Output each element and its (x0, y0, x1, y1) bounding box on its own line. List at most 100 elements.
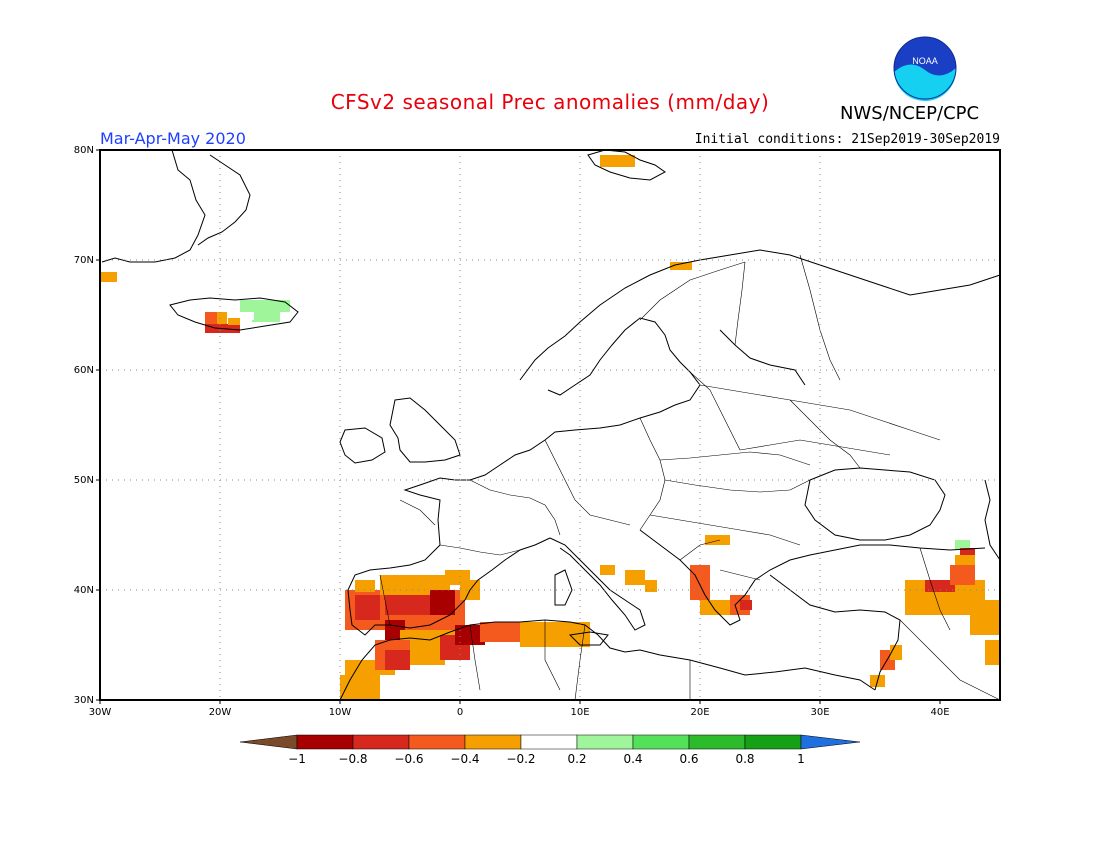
colorbar-segment (632, 734, 690, 750)
caspian-coast (984, 479, 1001, 561)
anomaly-cell (355, 595, 380, 620)
colorbar-label: 1 (797, 752, 805, 766)
anomaly-cell (415, 425, 460, 450)
colorbar-label: −0.6 (394, 752, 423, 766)
anomaly-cell (658, 313, 678, 323)
ireland-coast (339, 427, 386, 464)
lat-tick-label: 80N (74, 145, 94, 156)
anomaly-cell (355, 580, 375, 592)
anomaly-cell (400, 630, 460, 640)
iceland-coast (169, 297, 299, 331)
anomaly-cell (955, 540, 970, 550)
sardinia-coast (554, 569, 573, 606)
colorbar-label: −0.4 (450, 752, 479, 766)
anomaly-cell (993, 437, 1000, 449)
anomaly-cell (535, 400, 555, 418)
colorbar: −1 −0.8 −0.6 −0.4 −0.2 0.2 0.4 0.6 0.8 1 (239, 734, 861, 766)
noaa-logo: NOAA (893, 36, 957, 102)
anomaly-cell (985, 640, 1000, 665)
britain-coast (389, 397, 461, 463)
lon-tick-label: 20E (690, 707, 709, 718)
lon-tick-label: 30W (89, 707, 112, 718)
colorbar-label: 0.8 (735, 752, 754, 766)
anomaly-cells (100, 155, 1000, 700)
anomaly-cell (600, 155, 635, 167)
anomaly-cell (455, 625, 485, 645)
anomaly-cell (100, 272, 117, 282)
lon-tick-label: 40E (930, 707, 949, 718)
lat-tick-label: 40N (74, 585, 94, 596)
colorbar-segment (464, 734, 522, 750)
anomaly-cell (240, 300, 290, 312)
lat-tick-label: 70N (74, 255, 94, 266)
noaa-logo-text: NOAA (912, 56, 938, 66)
lat-tick-label: 30N (74, 695, 94, 706)
anomaly-cell (740, 600, 752, 610)
lon-tick-label: 0 (457, 707, 463, 718)
coastlines (101, 149, 1001, 701)
initial-conditions-label: Initial conditions: 21Sep2019-30Sep2019 (694, 132, 1000, 147)
anomaly-cell (705, 535, 730, 545)
colorbar-segment (352, 734, 410, 750)
anomaly-cell (405, 490, 540, 550)
national-borders (379, 254, 1001, 701)
sicily-coast (568, 631, 609, 646)
colorbar-label: −0.2 (506, 752, 535, 766)
lon-tick-label: 10W (329, 707, 352, 718)
map-title: CFSv2 seasonal Prec anomalies (mm/day) (330, 90, 770, 114)
agency-label: NWS/NCEP/CPC (840, 103, 980, 124)
map-frame (99, 149, 1001, 701)
anomaly-cell (242, 312, 254, 320)
colorbar-label: 0.4 (623, 752, 642, 766)
western-europe-coast (347, 417, 641, 636)
anomaly-cell (345, 435, 385, 463)
anomaly-cell (217, 312, 227, 324)
anomaly-cell (565, 400, 585, 412)
anomaly-cell (600, 565, 615, 575)
lon-tick-label: 30E (810, 707, 829, 718)
anomaly-cell (725, 510, 770, 522)
anomaly-cell (228, 318, 240, 325)
anomaly-cell (645, 580, 657, 592)
map-background (100, 150, 1000, 700)
anomaly-cell (955, 555, 975, 565)
anomaly-cell (430, 590, 455, 615)
anomaly-cell (252, 312, 280, 322)
colorbar-segment (744, 734, 802, 750)
anomaly-cell (940, 533, 970, 543)
greenland-coast-2 (197, 154, 251, 246)
balkans-coast (639, 529, 986, 626)
greenland-coast (101, 149, 206, 263)
anomaly-cell (385, 650, 410, 670)
anomaly-cell (545, 485, 580, 500)
colorbar-segment (296, 734, 354, 750)
svalbard-coast (587, 149, 666, 181)
scandinavia-coast (519, 249, 1001, 381)
anomaly-cell (355, 690, 370, 700)
anomaly-cell (950, 565, 975, 585)
latitude-ticks: 80N 70N 60N 50N 40N 30N (74, 145, 100, 706)
anomaly-cell (993, 560, 1000, 572)
season-label: Mar-Apr-May 2020 (100, 129, 246, 148)
colorbar-label: −0.8 (338, 752, 367, 766)
colorbar-label: −1 (288, 752, 306, 766)
colorbar-arrow-right (800, 734, 861, 750)
lat-tick-label: 60N (74, 365, 94, 376)
colorbar-segment (576, 734, 634, 750)
black-sea-coast (804, 467, 946, 541)
anomaly-cell (535, 345, 580, 390)
lon-tick-label: 20W (209, 707, 232, 718)
anomaly-cell (545, 455, 635, 480)
colorbar-segment (408, 734, 466, 750)
lon-tick-label: 10E (570, 707, 589, 718)
colorbar-label: 0.6 (679, 752, 698, 766)
anomaly-cell (700, 600, 735, 615)
colorbar-segment (520, 734, 578, 750)
colorbar-segment (688, 734, 746, 750)
longitude-ticks: 30W 20W 10W 0 10E 20E 30E 40E (89, 700, 950, 718)
turkey-coast (769, 574, 901, 691)
italy-coast (549, 537, 646, 631)
finland-coast (719, 329, 806, 386)
colorbar-arrow-left (239, 734, 298, 750)
